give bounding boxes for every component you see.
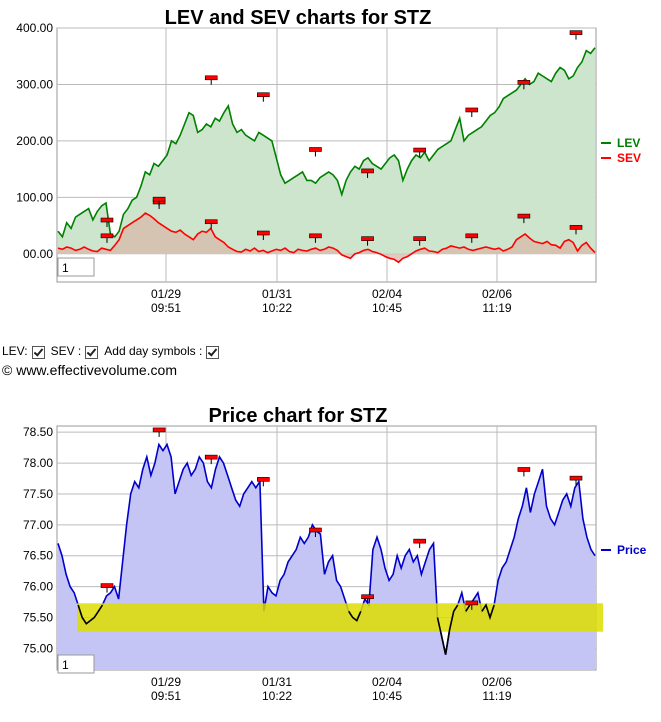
day-marker xyxy=(257,477,270,482)
day-marker xyxy=(309,527,322,533)
x-tick-time: 10:22 xyxy=(262,301,292,315)
day-marker xyxy=(257,230,270,236)
y-tick-label: 78.00 xyxy=(23,456,53,470)
day-marker xyxy=(517,467,531,472)
zoom-value: 1 xyxy=(62,658,69,672)
day-marker xyxy=(413,236,426,241)
y-tick-label: 77.50 xyxy=(23,487,53,501)
support-line-segment xyxy=(436,604,459,655)
series-area-lev xyxy=(58,47,595,254)
day-marker xyxy=(204,454,218,460)
day-marker xyxy=(465,600,479,606)
legend-label: LEV xyxy=(617,136,640,150)
day-symbols-label: Add day symbols : xyxy=(104,344,203,358)
price-chart: Price chart for STZ 78.50 78.00 77.50 77.00… xyxy=(23,405,647,703)
day-marker xyxy=(517,213,531,219)
zoom-value: 1 xyxy=(62,261,69,275)
zoom-box[interactable]: 1 xyxy=(57,257,95,277)
legend-label: Price xyxy=(617,543,647,557)
y-tick-label: 00.00 xyxy=(23,247,53,261)
x-tick-time: 10:45 xyxy=(372,301,402,315)
x-tick-date: 02/04 xyxy=(372,675,402,689)
day-marker xyxy=(569,225,583,230)
y-tick-label: 78.50 xyxy=(23,425,53,439)
day-markers xyxy=(100,30,583,246)
series-area xyxy=(57,47,596,264)
x-tick-date: 01/29 xyxy=(151,287,181,301)
day-marker xyxy=(413,147,426,153)
series-line-lev xyxy=(57,47,596,239)
y-tick-label: 76.50 xyxy=(23,549,53,563)
day-marker xyxy=(517,80,531,85)
x-tick-date: 02/04 xyxy=(372,287,402,301)
day-marker xyxy=(100,583,114,588)
lev-sev-chart: LEV and SEV charts for STZ 400.00 300.00 2… xyxy=(16,7,641,315)
copyright-text: © www.effectivevolume.com xyxy=(2,362,178,378)
day-marker xyxy=(569,475,583,481)
x-tick-date: 02/06 xyxy=(482,675,512,689)
support-line xyxy=(77,603,495,655)
legend-label: SEV xyxy=(617,151,641,165)
day-marker xyxy=(204,75,218,81)
chart-title: LEV and SEV charts for STZ xyxy=(165,7,432,29)
y-tick-label: 76.00 xyxy=(23,580,53,594)
day-marker xyxy=(569,30,583,35)
x-tick-time: 09:51 xyxy=(151,689,181,703)
series-area-sev xyxy=(58,213,595,263)
legend: Price xyxy=(601,543,647,557)
x-tick-date: 02/06 xyxy=(482,287,512,301)
support-line-segment xyxy=(348,610,362,622)
day-symbols-checkbox[interactable] xyxy=(206,345,220,359)
y-tick-label: 300.00 xyxy=(16,77,53,91)
lev-label: LEV: xyxy=(2,344,28,358)
day-marker xyxy=(100,233,114,239)
day-marker xyxy=(413,538,426,544)
series-line-sev xyxy=(57,212,596,264)
x-tick-time: 10:22 xyxy=(262,689,292,703)
day-marker xyxy=(152,427,166,433)
y-tick-label: 200.00 xyxy=(16,134,53,148)
sev-checkbox[interactable] xyxy=(85,345,99,359)
x-tick-time: 10:45 xyxy=(372,689,402,703)
support-line-segment xyxy=(465,604,471,612)
y-tick-label: 75.50 xyxy=(23,610,53,624)
day-marker xyxy=(309,233,322,239)
y-ticks: 78.50 78.00 77.50 77.00 76.50 76.00 75.50 75.00 xyxy=(23,425,53,655)
sev-label: SEV : xyxy=(50,344,82,358)
day-marker xyxy=(152,196,166,202)
x-tick-date: 01/29 xyxy=(151,675,181,689)
support-band-rect xyxy=(77,603,603,632)
support-band xyxy=(77,603,603,632)
support-line-segment xyxy=(77,604,104,625)
series-line-price xyxy=(57,442,596,655)
day-marker xyxy=(361,236,374,241)
lev-checkbox[interactable] xyxy=(31,345,45,359)
day-marker xyxy=(100,217,114,223)
x-tick-time: 09:51 xyxy=(151,301,181,315)
day-marker xyxy=(309,147,322,152)
day-marker xyxy=(465,107,479,113)
day-marker xyxy=(204,219,218,225)
x-tick-date: 01/31 xyxy=(262,675,292,689)
chart-title: Price chart for STZ xyxy=(209,405,388,427)
x-tick-time: 11:19 xyxy=(482,689,511,703)
y-tick-label: 400.00 xyxy=(16,21,53,35)
y-tick-label: 77.00 xyxy=(23,518,53,532)
control-row: LEV: SEV : Add day symbols : xyxy=(2,344,223,359)
y-ticks: 400.00 300.00 200.00 100.00 00.00 xyxy=(16,21,53,261)
y-tick-label: 100.00 xyxy=(16,190,53,204)
zoom-box[interactable]: 1 xyxy=(57,654,95,674)
x-tick-time: 11:19 xyxy=(482,301,511,315)
day-marker xyxy=(257,92,270,98)
x-tick-date: 01/31 xyxy=(262,287,292,301)
support-line-segment xyxy=(481,603,495,621)
day-marker xyxy=(465,233,479,239)
day-marker xyxy=(361,168,374,174)
y-tick-label: 75.00 xyxy=(23,641,53,655)
day-marker xyxy=(361,594,374,600)
day-markers xyxy=(100,427,583,610)
